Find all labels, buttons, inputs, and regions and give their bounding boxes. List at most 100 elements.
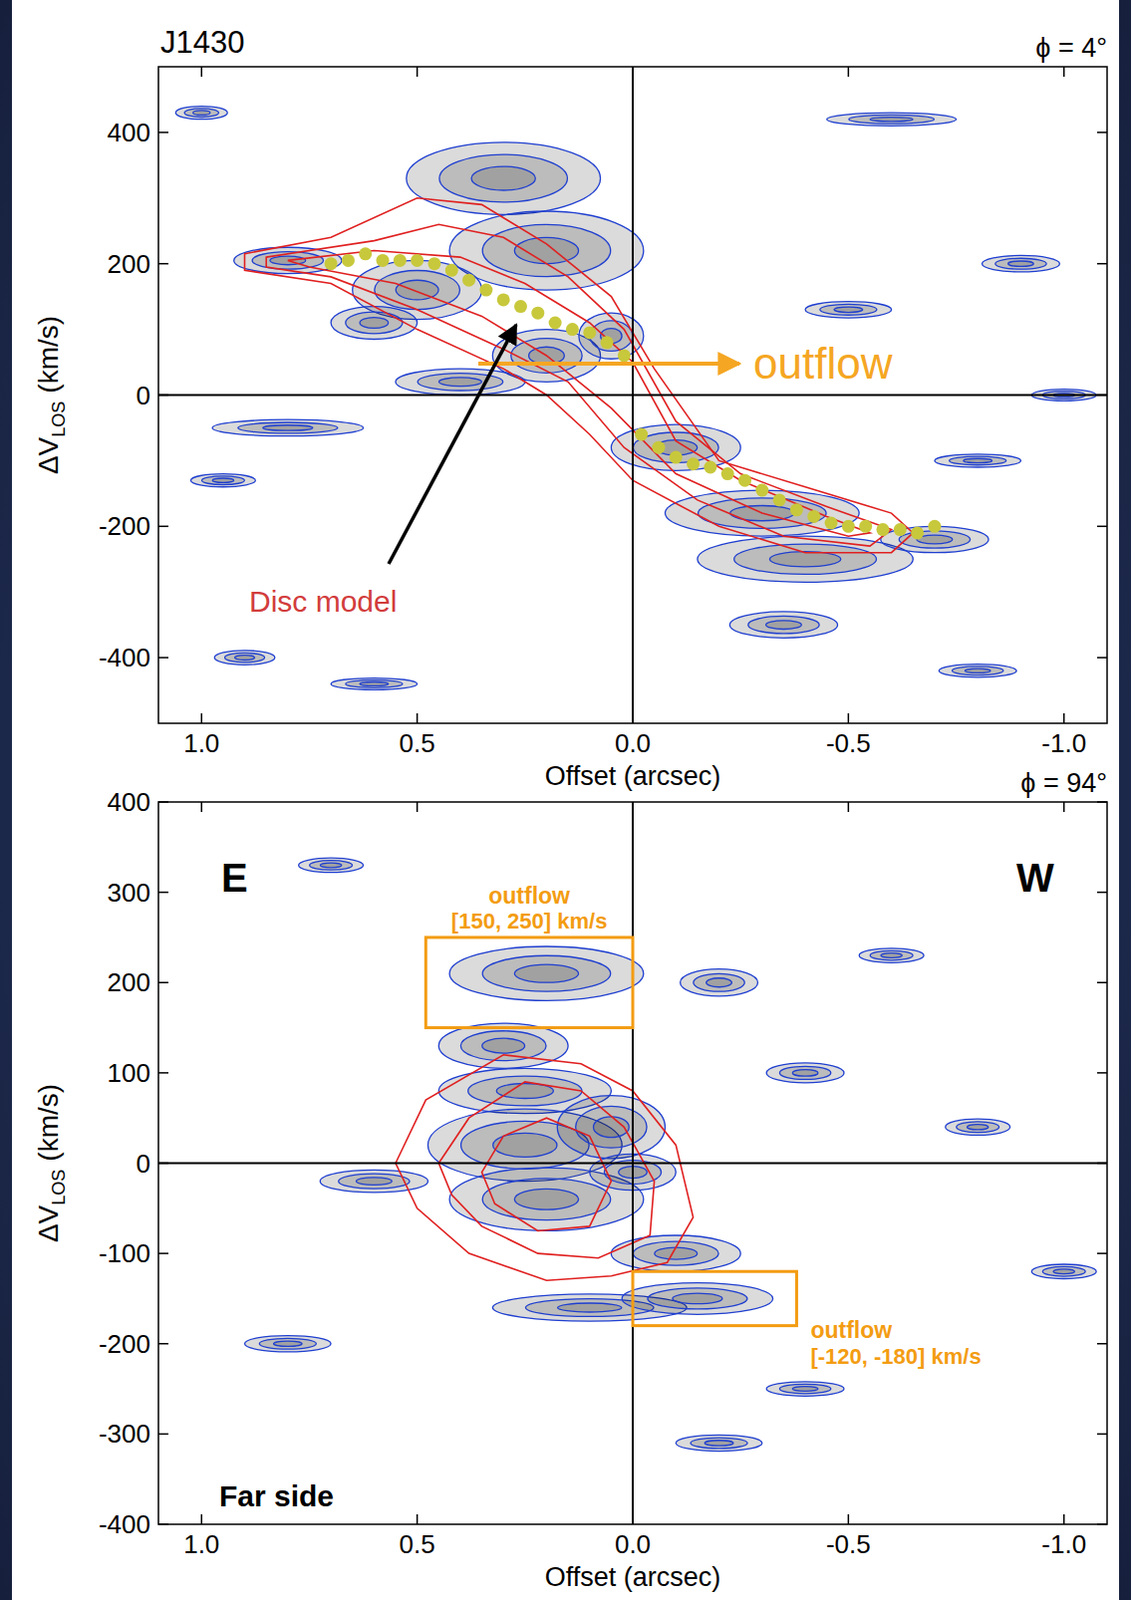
emission-contour <box>675 1434 763 1451</box>
x-tick-top <box>848 66 850 77</box>
emission-contour <box>1008 261 1035 267</box>
panel-angle: ϕ = 94° <box>1020 768 1108 799</box>
emission-contour <box>225 652 266 663</box>
x-tick <box>848 713 850 724</box>
x-tick <box>1063 713 1066 724</box>
emission-contour <box>298 857 364 873</box>
y-tick <box>158 1072 169 1075</box>
far-side-label: Far side <box>219 1479 334 1513</box>
x-tick <box>416 1514 419 1525</box>
y-tick-label: 400 <box>107 787 151 818</box>
emission-contour <box>406 142 601 215</box>
x-tick-top <box>1063 802 1066 813</box>
rotation-curve-point <box>393 254 407 268</box>
emission-contour <box>235 655 256 661</box>
box-range-label: [150, 250] km/s <box>451 908 608 934</box>
emission-contour <box>610 424 741 471</box>
emission-contour <box>964 668 991 673</box>
emission-contour <box>190 474 256 488</box>
rotation-curve-point <box>358 247 372 261</box>
emission-contour <box>438 377 482 387</box>
y-tick-right <box>1097 526 1108 529</box>
figure: 1.00.50.0-0.5-1.0-400-2000200400Offset (… <box>0 0 1131 1600</box>
x-tick-top <box>416 66 419 77</box>
emission-contour <box>632 1241 719 1266</box>
plot-area <box>158 802 1108 1525</box>
emission-contour <box>734 544 877 574</box>
x-tick-top <box>631 66 634 77</box>
y-axis-title-unit: (km/s) <box>32 1084 64 1162</box>
emission-contour <box>359 682 389 687</box>
box-range-label: [-120, -180] km/s <box>810 1344 981 1370</box>
rotation-curve-point <box>514 299 528 313</box>
y-tick-right <box>1097 801 1108 804</box>
emission-contour <box>238 422 338 434</box>
emission-contour <box>330 678 418 691</box>
emission-contour <box>820 303 877 315</box>
y-axis-title-sub: LOS <box>48 401 69 438</box>
emission-contour <box>945 1119 1011 1135</box>
rotation-curve-point <box>738 474 752 488</box>
disc-model-contour <box>395 1055 694 1282</box>
y-tick <box>158 1433 169 1436</box>
rotation-curve-point <box>703 460 717 474</box>
emission-contour <box>995 258 1047 270</box>
x-tick <box>201 1514 204 1525</box>
rotation-curve-point <box>582 325 596 339</box>
y-tick <box>158 1523 169 1526</box>
emission-contour <box>621 1283 773 1316</box>
emission-contour <box>557 1096 665 1159</box>
y-tick-label: -400 <box>98 1509 151 1540</box>
emission-contour <box>395 368 526 395</box>
y-tick-right <box>1097 1433 1108 1436</box>
disc-model-annotation: Disc model <box>249 584 397 618</box>
y-tick-right <box>1097 1072 1108 1075</box>
emission-contour <box>212 419 363 436</box>
x-tick-top <box>201 802 204 813</box>
y-axis-title: ΔVLOS(km/s) <box>32 315 69 475</box>
y-tick <box>158 394 169 397</box>
emission-contour <box>471 166 536 191</box>
emission-contour <box>245 1336 332 1353</box>
outflow-box <box>425 937 633 1029</box>
emission-contour <box>449 211 644 290</box>
emission-contour <box>274 1341 303 1347</box>
emission-contour <box>449 946 644 1001</box>
emission-contour <box>963 458 993 463</box>
emission-contour <box>345 311 403 334</box>
y-tick-right <box>1097 1162 1108 1165</box>
emission-contour <box>766 620 803 630</box>
x-tick-label: -0.5 <box>826 1529 871 1560</box>
y-tick-right <box>1097 394 1108 397</box>
rotation-curve-point <box>825 517 839 531</box>
x-tick <box>631 713 634 724</box>
y-tick-right <box>1097 131 1108 134</box>
x-tick <box>416 713 419 724</box>
emission-contour <box>880 953 902 959</box>
y-tick <box>158 801 169 804</box>
rotation-curve-point <box>324 257 338 271</box>
rotation-curve-point <box>651 441 665 455</box>
emission-contour <box>345 680 403 689</box>
emission-contour <box>263 425 313 431</box>
outflow-box <box>632 1271 797 1326</box>
rotation-curve-point <box>686 457 700 471</box>
emission-contour <box>869 117 913 122</box>
emission-contour <box>1053 1269 1075 1275</box>
emission-contour <box>610 1235 741 1272</box>
y-tick-label: -200 <box>98 1329 151 1360</box>
rotation-curve-point <box>617 348 631 362</box>
x-tick-label: 1.0 <box>183 728 220 759</box>
emission-contour <box>338 1173 410 1189</box>
y-tick-label: -300 <box>98 1418 151 1449</box>
y-axis-title-main: ΔV <box>32 436 64 475</box>
emission-contour <box>827 112 957 126</box>
rotation-curve-point <box>600 335 614 349</box>
box-label: outflow <box>488 882 570 909</box>
y-tick-label: 300 <box>107 877 151 908</box>
y-tick-label: -400 <box>98 642 151 673</box>
rotation-curve-point <box>531 306 545 320</box>
west-label: W <box>1016 855 1055 900</box>
rotation-curve-point <box>634 428 648 442</box>
plot-frame <box>158 802 1108 1525</box>
